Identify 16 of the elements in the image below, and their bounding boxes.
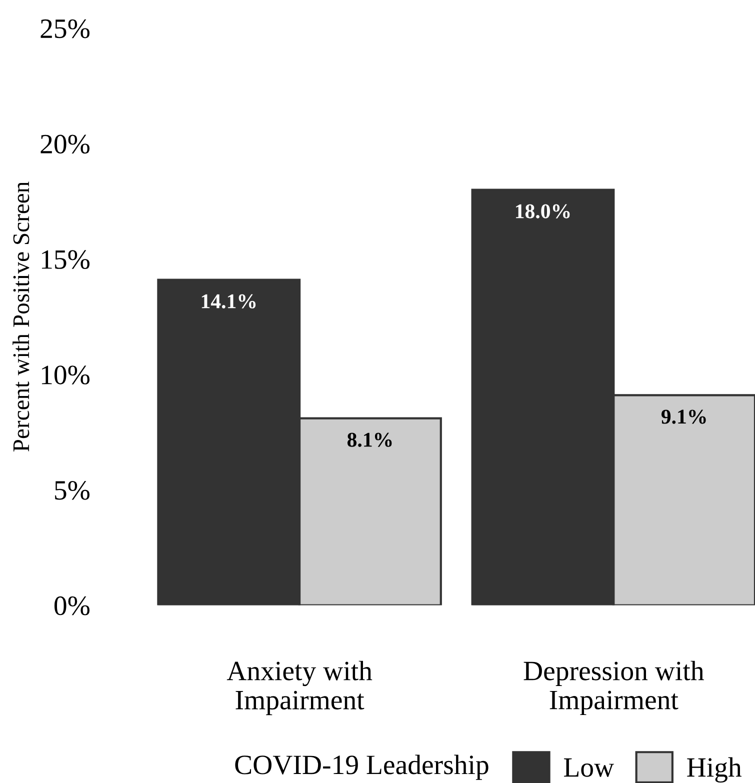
x-tick-label: Anxiety with Impairment xyxy=(226,660,372,716)
y-tick-label: 25% xyxy=(40,19,90,38)
y-tick-label: 20% xyxy=(40,134,90,154)
y-tick-label: 15% xyxy=(42,250,90,270)
data-label: 14.1% xyxy=(202,294,256,308)
x-tick-label: Depression with Impairment xyxy=(524,660,704,716)
y-axis-title: Percent with Positive Screen xyxy=(12,182,30,452)
y-tick-label: 10% xyxy=(42,366,90,384)
legend-title: COVID-19 Leadership xyxy=(235,754,488,780)
y-tick-label: 0% xyxy=(54,596,90,616)
data-label: 18.0% xyxy=(516,204,570,218)
y-tick-label: 5% xyxy=(55,481,90,500)
data-label: 9.1% xyxy=(661,410,706,424)
legend-label: Low xyxy=(564,758,614,777)
data-label: 8.1% xyxy=(347,432,392,447)
legend-label: High xyxy=(687,757,742,783)
